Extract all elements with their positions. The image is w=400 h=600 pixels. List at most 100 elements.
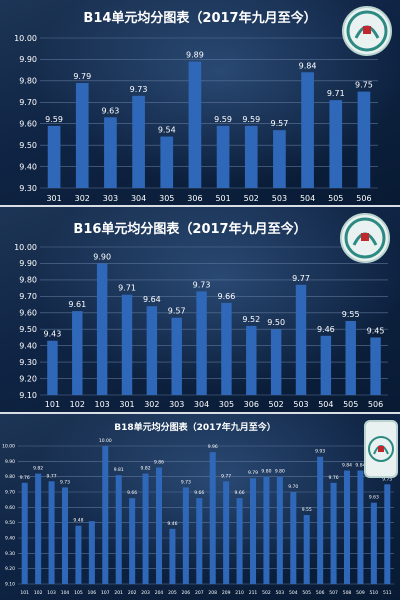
bar	[61, 487, 69, 584]
data-label: 9.89	[186, 51, 204, 60]
bar	[249, 478, 257, 584]
x-tick-label: 101	[20, 590, 29, 596]
bar-chart-b16: B16单元均分图表（2017年九月至今） 9.10 9.20 9.30 9.40 9.5…	[14, 221, 388, 409]
data-label: 9.77	[292, 274, 310, 283]
x-tick-label: 104	[61, 590, 70, 596]
bar	[303, 515, 310, 584]
school-emblem-logo	[342, 6, 392, 56]
x-tick-label: 502	[269, 400, 284, 409]
data-label: 9.63	[369, 495, 379, 501]
x-tick-label: 103	[47, 590, 56, 596]
data-label: 9.59	[45, 115, 63, 124]
x-tick-label: 303	[103, 194, 118, 203]
bar	[357, 470, 364, 584]
chart-title: B16单元均分图表（2017年九月至今）	[73, 221, 306, 237]
data-label: 9.50	[267, 318, 285, 327]
data-label: 9.71	[327, 89, 345, 98]
y-tick-label: 9.30	[19, 358, 37, 367]
data-label: 9.59	[242, 115, 260, 124]
x-tick-label: 504	[300, 194, 315, 203]
data-label: 9.55	[302, 507, 312, 513]
bar	[72, 311, 83, 395]
x-tick-label: 501	[215, 194, 230, 203]
x-tick-label: 507	[329, 590, 338, 596]
data-label: 9.76	[20, 475, 30, 481]
data-label: 9.55	[342, 310, 360, 319]
y-tick-label: 10.00	[14, 34, 37, 43]
data-label: 9.43	[44, 330, 62, 339]
bar	[329, 100, 343, 188]
x-tick-label: 202	[128, 590, 137, 596]
data-label: 9.46	[317, 325, 335, 334]
bar	[246, 325, 257, 395]
x-tick-label: 502	[262, 590, 271, 596]
data-label: 9.63	[102, 106, 120, 115]
data-label: 9.70	[288, 484, 298, 490]
x-tick-label: 301	[46, 194, 61, 203]
data-label: 9.80	[275, 469, 285, 475]
x-tick-label: 306	[244, 400, 259, 409]
data-label: 10.00	[99, 438, 112, 444]
data-label: 9.71	[118, 284, 136, 293]
y-tick-label: 9.60	[19, 309, 37, 318]
x-tick-label: 506	[368, 400, 383, 409]
data-label: 9.82	[141, 466, 151, 472]
bar	[244, 125, 258, 188]
data-label: 9.75	[382, 476, 392, 482]
y-tick-label: 9.40	[5, 536, 15, 542]
x-tick-label: 504	[289, 590, 298, 596]
bar	[221, 302, 232, 395]
bar	[320, 335, 332, 395]
bar	[96, 263, 108, 395]
x-tick-label: 208	[208, 590, 217, 596]
bar	[169, 528, 176, 584]
data-label: 9.52	[242, 315, 260, 324]
bar	[384, 484, 391, 584]
x-tick-label: 503	[272, 194, 287, 203]
bar	[196, 498, 203, 584]
y-tick-label: 9.10	[5, 582, 15, 588]
x-tick-label: 106	[88, 590, 97, 596]
x-tick-label: 302	[144, 400, 159, 409]
x-tick-label: 206	[182, 590, 191, 596]
x-tick-label: 107	[101, 590, 110, 596]
y-tick-label: 9.60	[19, 120, 37, 129]
y-tick-label: 9.50	[5, 520, 15, 526]
x-tick-label: 302	[75, 194, 90, 203]
data-label: 9.48	[73, 518, 83, 524]
data-label: 9.82	[33, 466, 43, 472]
y-tick-label: 9.30	[19, 184, 37, 193]
x-tick-label: 305	[219, 400, 234, 409]
chart-title: B14单元均分图表（2017年九月至今）	[83, 10, 316, 26]
x-tick-label: 203	[141, 590, 150, 596]
y-tick-label: 9.90	[5, 459, 15, 465]
bar	[295, 284, 307, 395]
y-tick-label: 9.90	[19, 259, 37, 268]
bar	[223, 481, 230, 584]
y-tick-label: 9.70	[19, 292, 37, 301]
bar-chart-b14: B14单元均分图表（2017年九月至今） 9.30 9.40 9.50 9.60 9.7…	[14, 10, 378, 203]
x-tick-label: 305	[159, 194, 174, 203]
y-tick-label: 9.80	[19, 276, 37, 285]
x-tick-label: 101	[45, 400, 60, 409]
data-label: 9.77	[47, 473, 57, 479]
data-label: 9.80	[261, 469, 271, 475]
bar	[48, 481, 55, 584]
bar	[155, 467, 163, 584]
bar	[196, 291, 207, 395]
chart-title: B18单元均分图表（2017年九月至今）	[114, 421, 275, 433]
bar	[330, 482, 337, 584]
data-label: 9.73	[130, 85, 148, 94]
y-tick-label: 9.50	[19, 325, 37, 334]
data-label: 9.54	[158, 126, 176, 135]
data-label: 9.96	[208, 444, 218, 450]
bar	[370, 337, 381, 395]
x-tick-label: 209	[222, 590, 231, 596]
x-tick-label: 505	[343, 400, 358, 409]
emblem-icon	[344, 217, 386, 259]
data-label: 9.64	[143, 295, 161, 304]
y-tick-label: 9.60	[5, 505, 15, 511]
x-tick-label: 505	[302, 590, 311, 596]
x-tick-label: 303	[169, 400, 184, 409]
bar	[104, 117, 117, 188]
